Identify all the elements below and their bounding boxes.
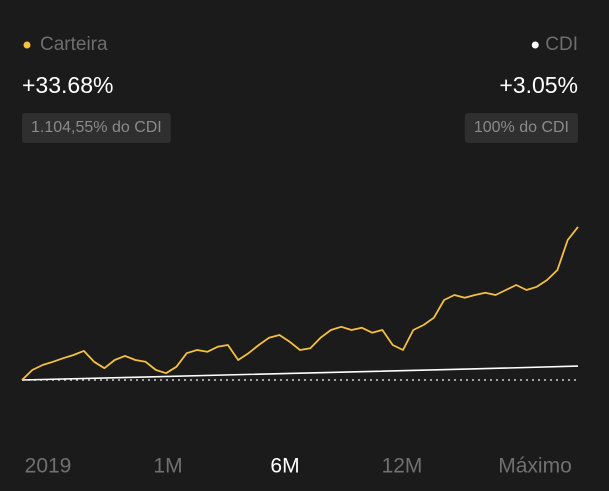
period-button[interactable]: Máximo [498,455,572,478]
cdi-badge [22,113,171,143]
cdi-badge [464,113,578,143]
period-button[interactable]: 6M [270,455,299,478]
legend-dot [531,41,539,49]
cdi-label: 1.104,55% do CDI [31,119,162,136]
period-button[interactable]: 2019 [25,455,72,478]
legend-label: Carteira [40,34,108,55]
legend-label: CDI [545,34,578,55]
series-line [21,226,579,381]
legend-dot [23,41,31,49]
return-value: +3.05% [499,72,578,98]
series-line [21,365,579,381]
period-button[interactable]: 12M [382,455,423,478]
return-value: +33.68% [22,72,113,98]
cdi-label: 100% do CDI [474,119,569,136]
period-button[interactable]: 1M [153,455,182,478]
